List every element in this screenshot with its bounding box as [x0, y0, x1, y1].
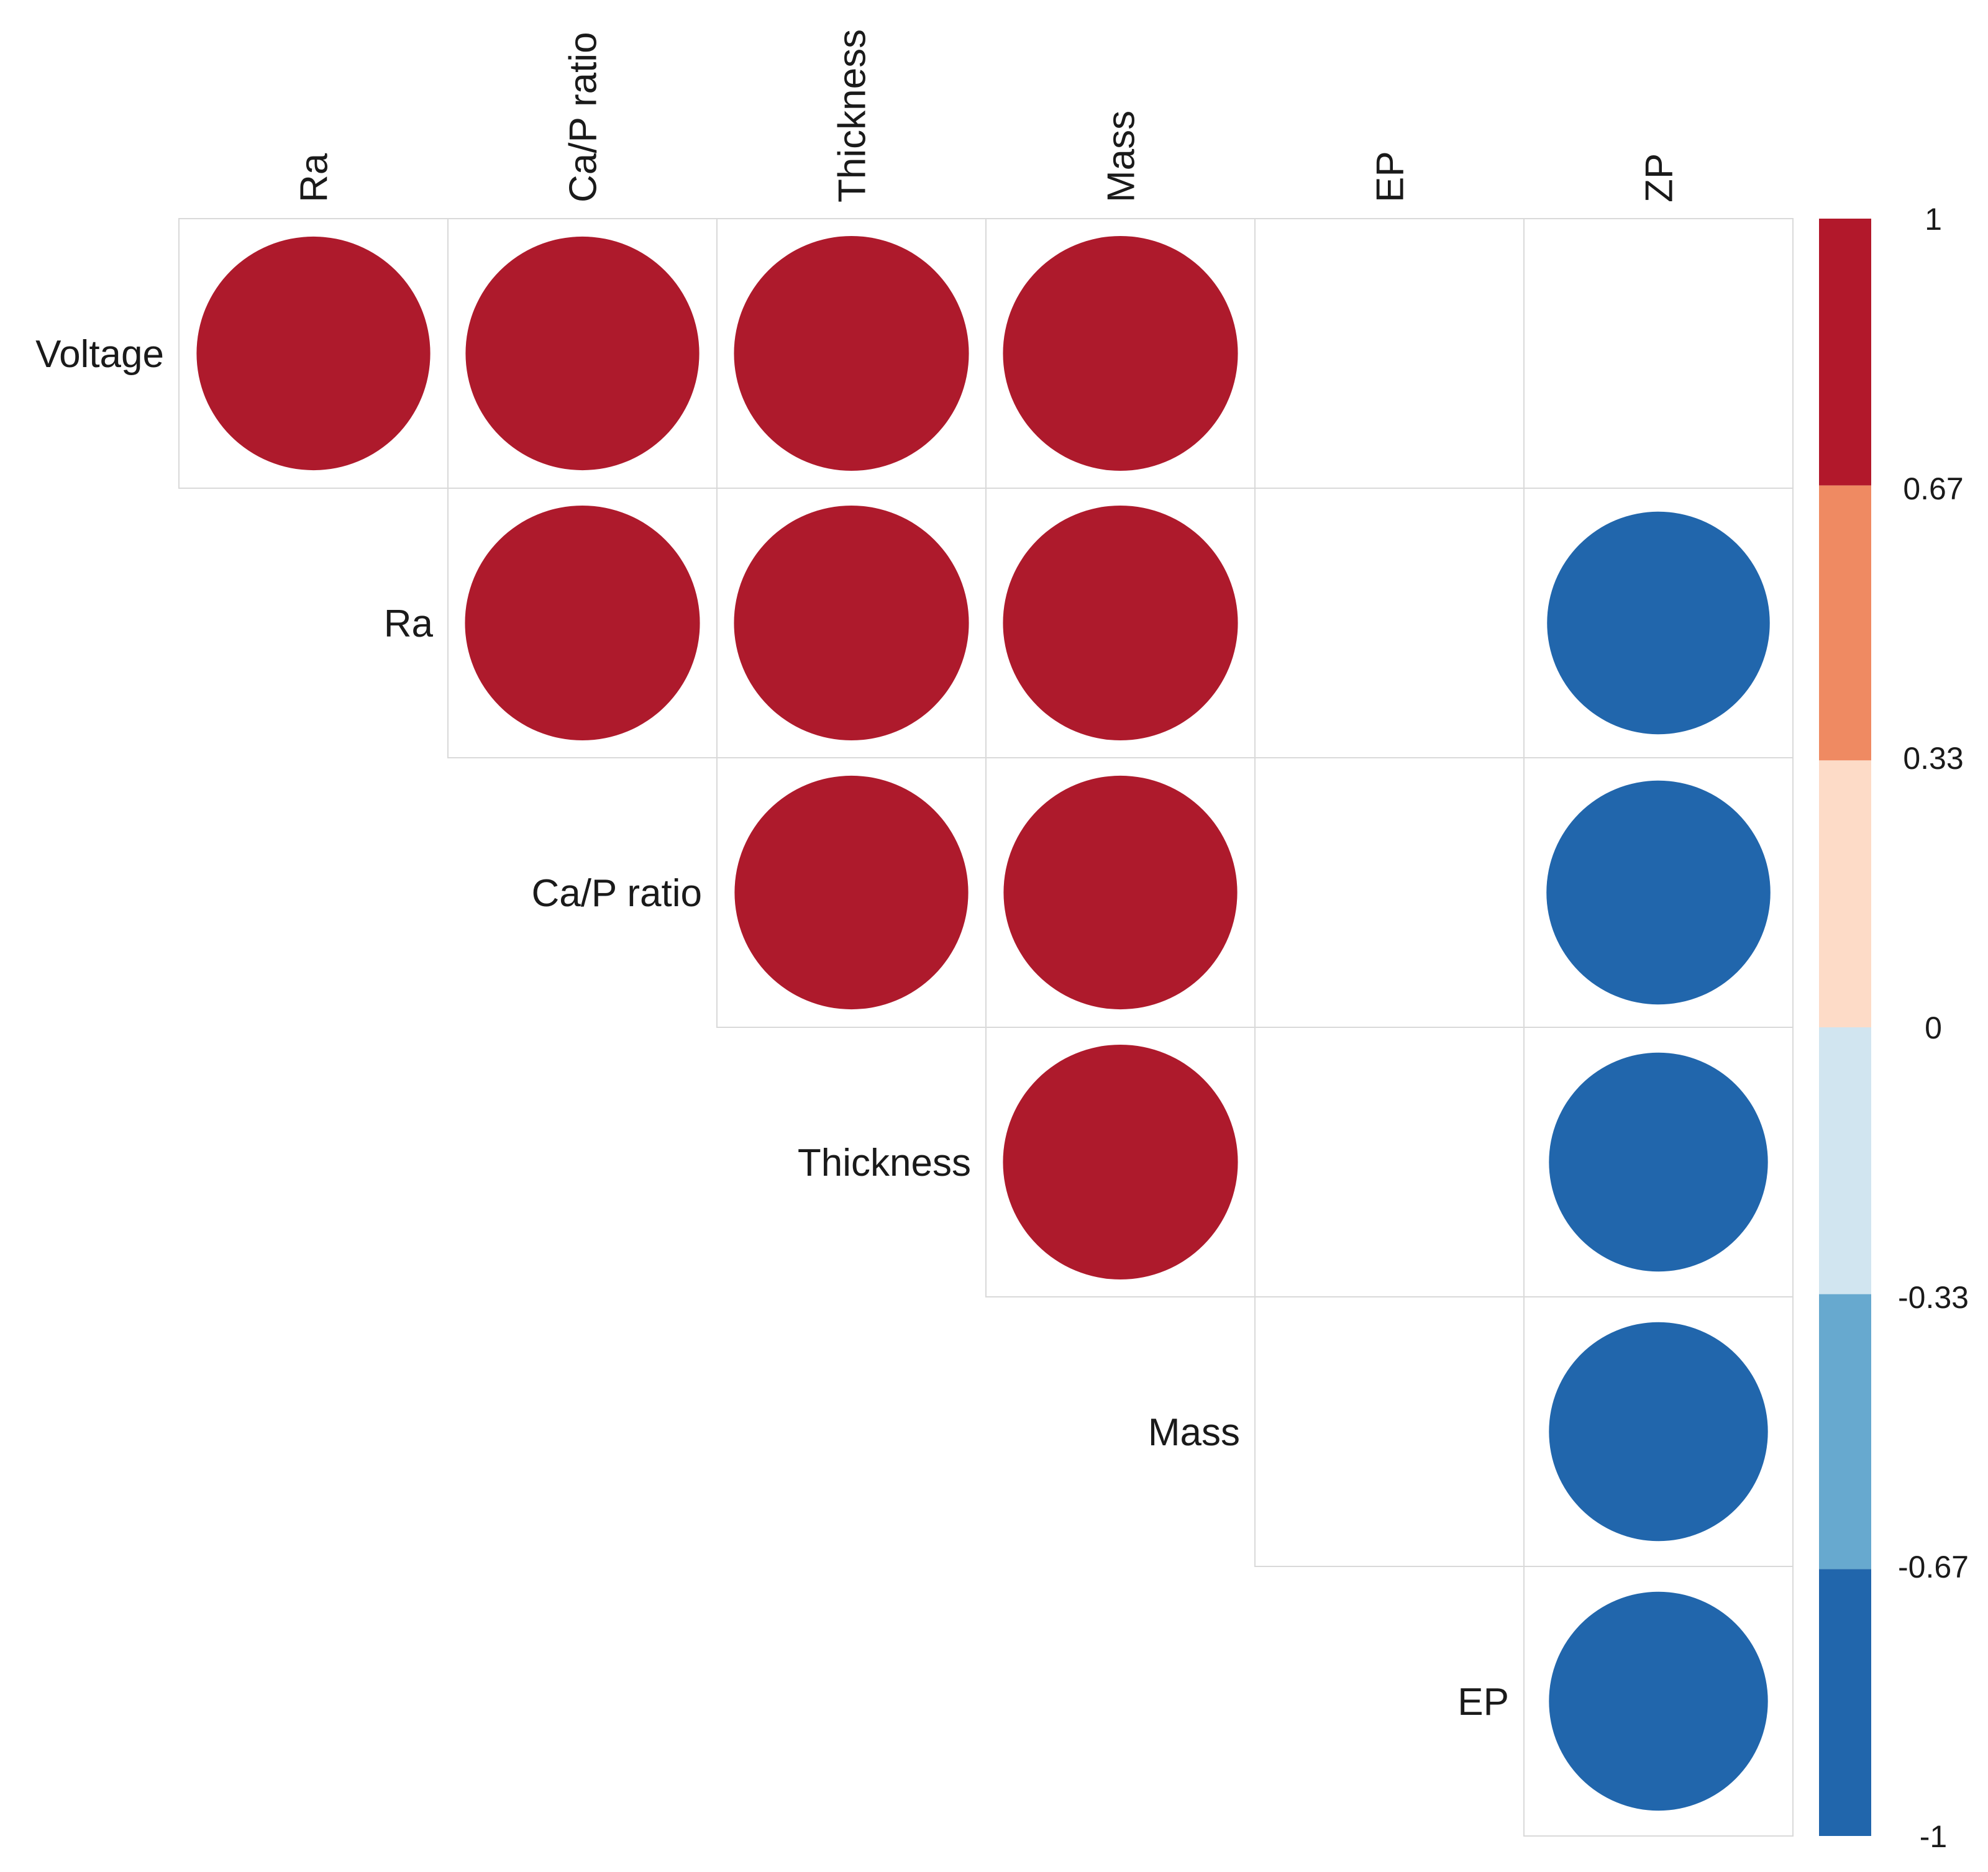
- grid-layer: [178, 218, 1794, 1837]
- column-label: Mass: [1100, 111, 1143, 202]
- correlation-circle-ep-zp: EP / ZP: -0.86: [1549, 1591, 1768, 1811]
- correlation-circle-voltage-thickness: Voltage / Thickness: 0.99: [734, 235, 969, 471]
- correlation-circle-mass-zp: Mass / ZP: -0.86: [1549, 1322, 1768, 1542]
- matrix-cell-1-4: [1254, 488, 1525, 758]
- colorbar-bin-0: [1819, 219, 1871, 486]
- column-label: ZP: [1638, 153, 1681, 202]
- colorbar-tick-label: 1: [1925, 202, 1942, 237]
- colorbar-tick-label: 0: [1925, 1011, 1942, 1045]
- row-labels: Voltage Ra Ca/P ratio Thickness Mass EP: [35, 333, 1509, 1724]
- column-label: EP: [1369, 151, 1412, 202]
- correlation-circle-ca-p-ratio-mass: Ca/P ratio / Mass: 0.98: [1003, 775, 1238, 1010]
- correlation-circle-ca-p-ratio-zp: Ca/P ratio / ZP: -0.9: [1546, 780, 1771, 1005]
- matrix-cell-3-4: [1254, 1027, 1525, 1297]
- matrix-cell-0-4: [1254, 218, 1525, 489]
- matrix-cell-4-4: [1254, 1296, 1525, 1567]
- correlation-circle-thickness-mass: Thickness / Mass: 0.99: [1003, 1044, 1238, 1280]
- correlation-circle-ra-mass: Ra / Mass: 0.99: [1003, 505, 1238, 741]
- colorbar: 1 0.67 0.33 0 -0.33 -0.67 -1: [1819, 202, 1969, 1854]
- colorbar-tick-label: -0.33: [1898, 1280, 1969, 1315]
- row-label: Thickness: [798, 1142, 971, 1184]
- row-label: Voltage: [35, 333, 164, 376]
- matrix-cell-5-5: [1523, 1566, 1794, 1837]
- correlation-circle-ra-thickness: Ra / Thickness: 0.99: [734, 505, 969, 741]
- matrix-cell-0-5: [1523, 218, 1794, 489]
- colorbar-tick-label: -0.67: [1898, 1550, 1969, 1584]
- row-label: Ca/P ratio: [531, 872, 702, 915]
- correlation-circle-voltage-ca-p-ratio: Voltage / Ca/P ratio: 0.98: [465, 236, 700, 471]
- matrix-cell-2-4: [1254, 757, 1525, 1028]
- row-label: Ra: [384, 602, 434, 645]
- correlation-circle-voltage-ra: Voltage / Ra: 0.98: [196, 236, 431, 471]
- correlation-circle-thickness-zp: Thickness / ZP: -0.86: [1549, 1052, 1768, 1272]
- colorbar-bin-3: [1819, 1027, 1871, 1294]
- column-label: Thickness: [831, 29, 874, 202]
- colorbar-bin-5: [1819, 1569, 1871, 1836]
- correlation-circle-voltage-mass: Voltage / Mass: 0.99: [1003, 235, 1238, 471]
- row-label: EP: [1457, 1681, 1509, 1724]
- colorbar-tick-label: 0.33: [1903, 741, 1963, 776]
- column-labels: Ra Ca/P ratio Thickness Mass EP ZP: [293, 29, 1681, 202]
- correlation-circle-ra-zp: Ra / ZP: -0.89: [1547, 511, 1770, 735]
- colorbar-tick-label: -1: [1920, 1819, 1947, 1854]
- column-label: Ra: [293, 153, 336, 202]
- colorbar-bin-4: [1819, 1294, 1871, 1570]
- colorbar-bin-1: [1819, 485, 1871, 761]
- colorbar-bin-2: [1819, 760, 1871, 1027]
- column-label: Ca/P ratio: [562, 32, 605, 202]
- correlation-circle-ca-p-ratio-thickness: Ca/P ratio / Thickness: 0.98: [734, 775, 969, 1010]
- row-label: Mass: [1148, 1411, 1240, 1454]
- correlation-circle-ra-ca-p-ratio: Ra / Ca/P ratio: 0.99: [465, 505, 700, 741]
- colorbar-tick-label: 0.67: [1903, 471, 1963, 506]
- circle-layer: Voltage / Ra: 0.98Voltage / Ca/P ratio: …: [196, 235, 1771, 1811]
